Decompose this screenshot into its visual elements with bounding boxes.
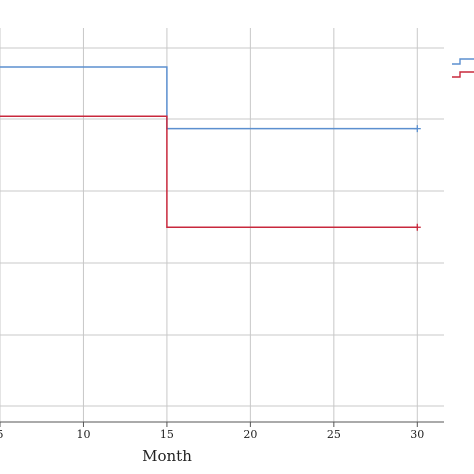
x-tick-label: 15: [160, 428, 174, 441]
x-axis: 5 10 15 20 25 30: [0, 421, 444, 441]
series-1-line: [0, 66, 418, 130]
grid-lines: [0, 28, 444, 422]
legend-step-icon: [452, 71, 474, 78]
series-1-censor-mark: [413, 125, 421, 133]
x-tick-label: 20: [243, 428, 257, 441]
x-tick-label: 25: [327, 428, 341, 441]
x-axis-title: Month: [142, 447, 192, 465]
plot-series: [0, 66, 421, 231]
x-tick-label: 10: [76, 428, 90, 441]
series-2-line: [0, 115, 418, 229]
legend: [452, 58, 474, 78]
legend-step-icon: [452, 58, 474, 65]
x-tick-label: 30: [410, 428, 424, 441]
x-tick-label: 5: [0, 428, 4, 441]
series-2-censor-mark: [413, 223, 421, 231]
